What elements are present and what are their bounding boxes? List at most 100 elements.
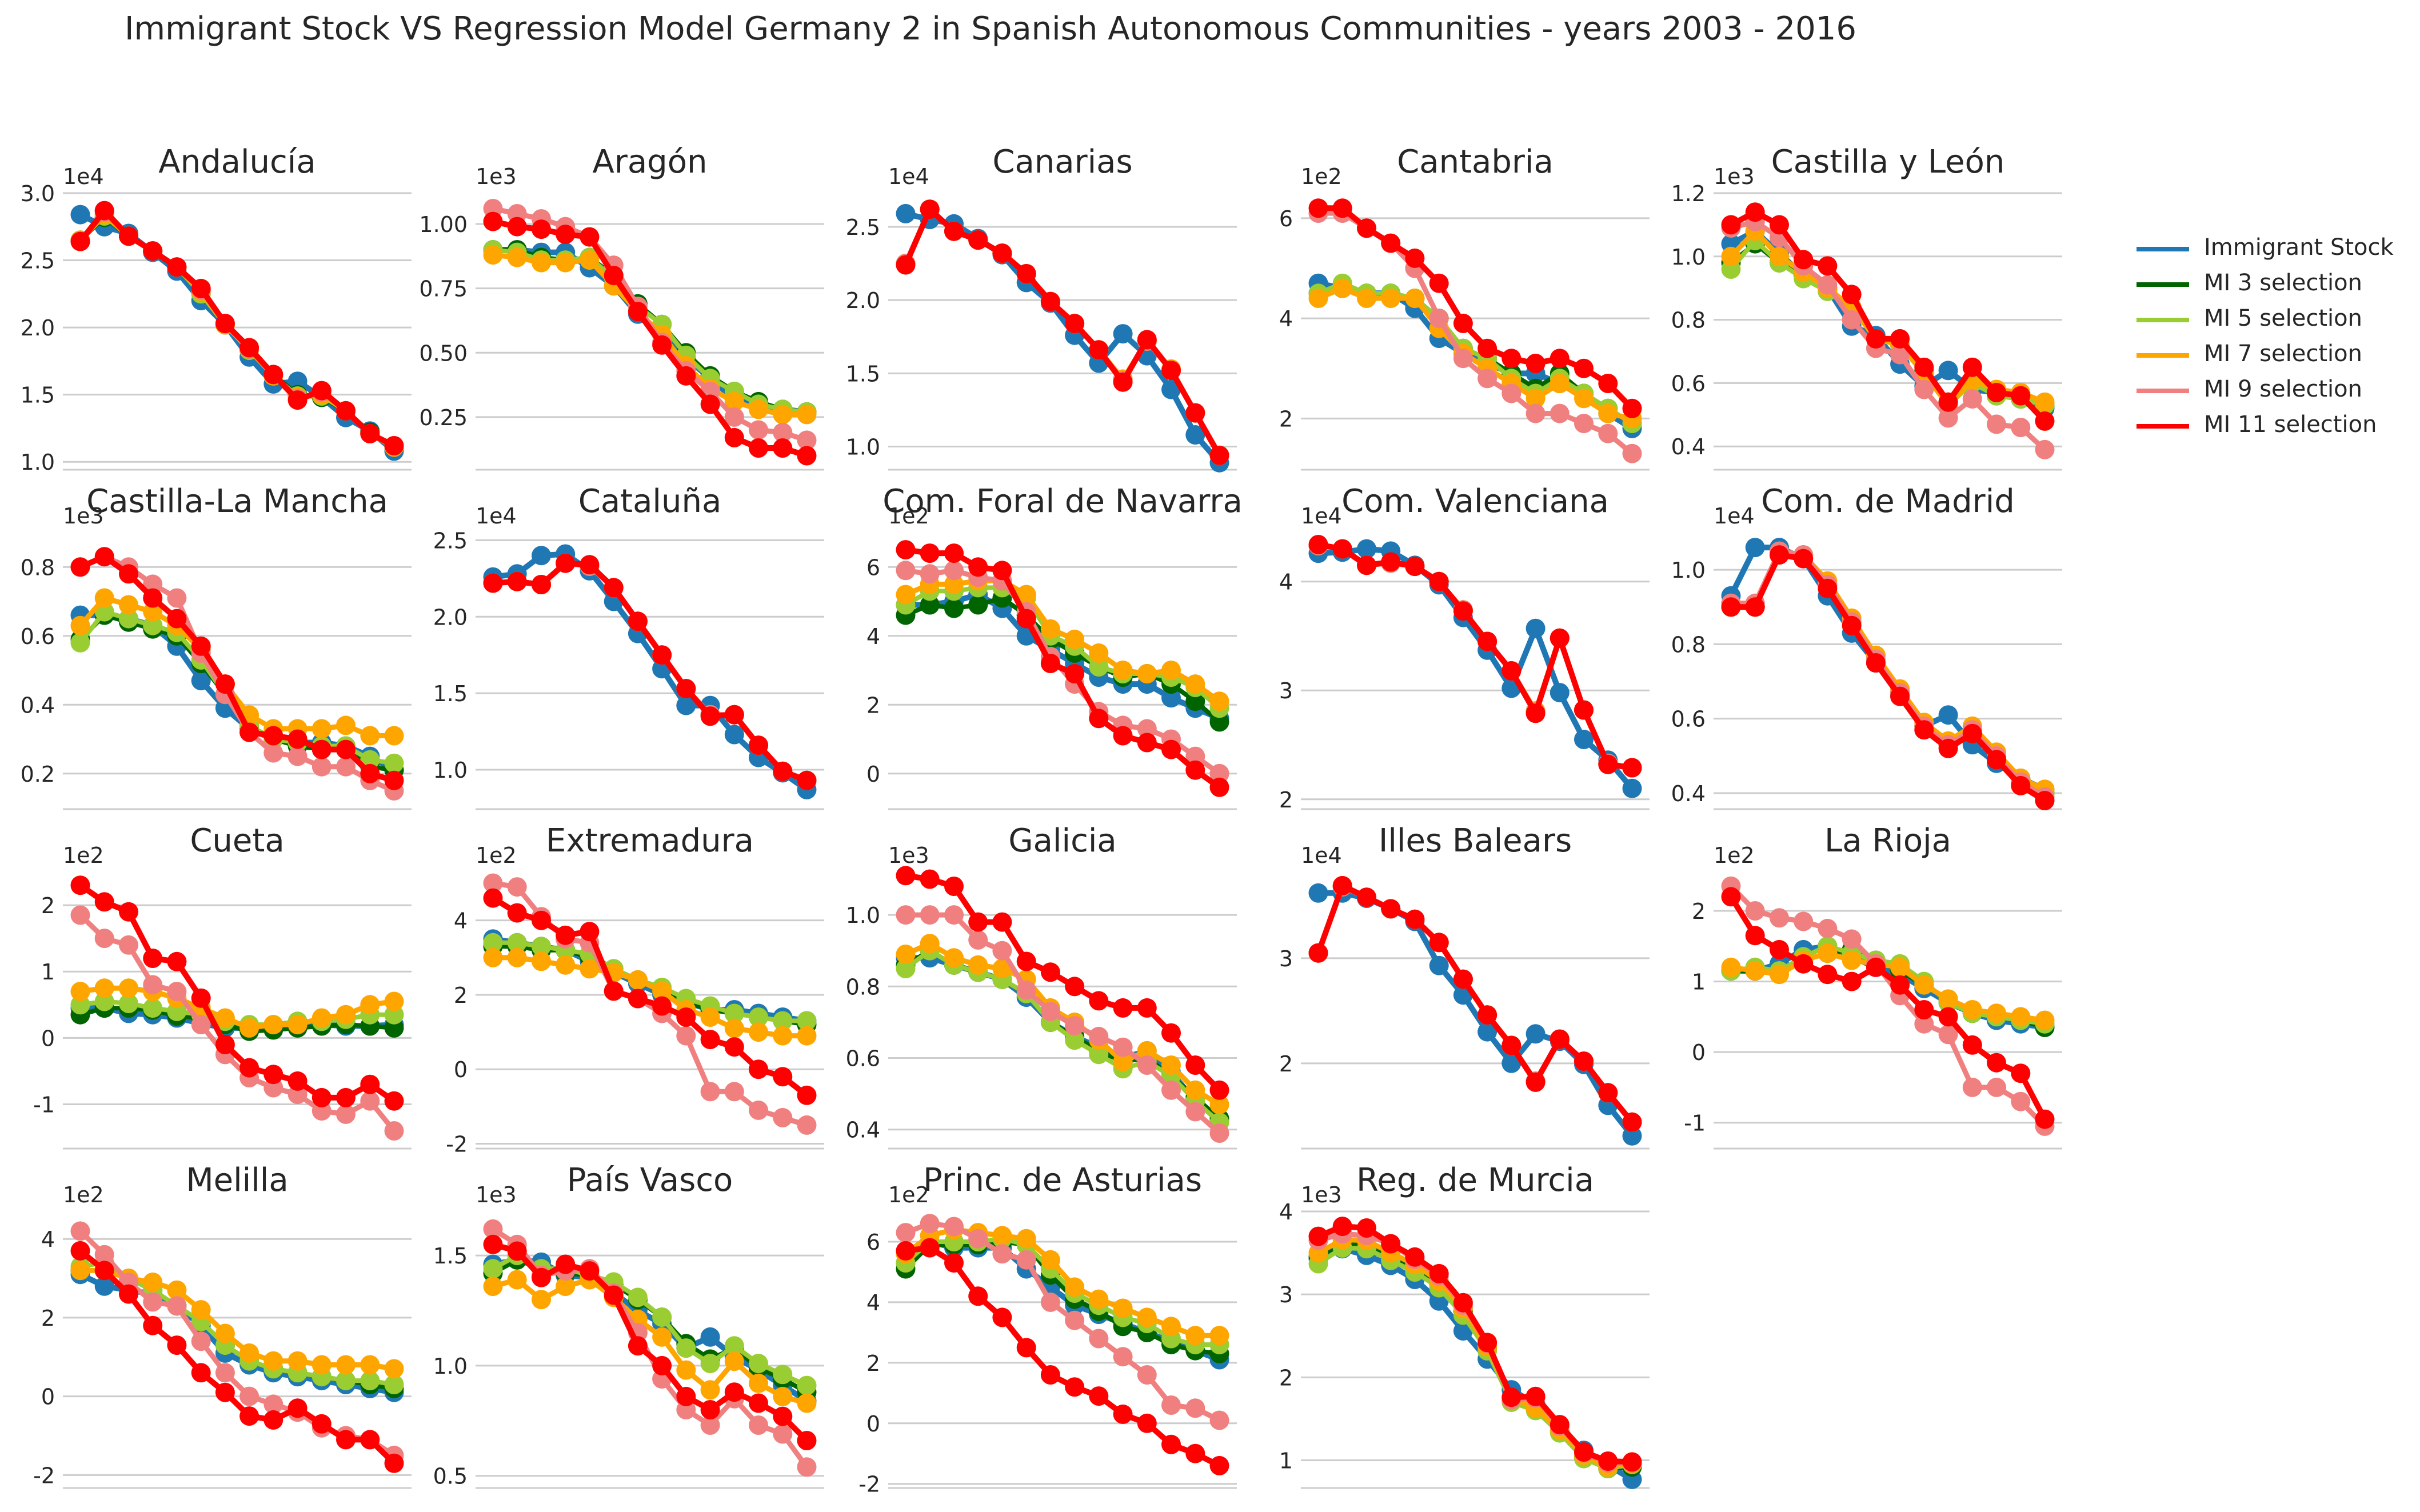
data-point: [1818, 275, 1838, 295]
data-point: [797, 405, 817, 425]
data-point: [1938, 989, 1958, 1009]
data-point: [968, 930, 988, 950]
data-point: [336, 715, 356, 735]
chart-title: Immigrant Stock VS Regression Model Germ…: [125, 10, 1856, 47]
data-point: [676, 1360, 696, 1380]
data-point: [1938, 705, 1958, 725]
data-point: [1209, 1326, 1229, 1346]
data-point: [700, 1007, 720, 1027]
y-tick-label: 2: [1692, 899, 1706, 924]
data-point: [532, 951, 551, 971]
series-mi-11-selection: [1308, 198, 1642, 418]
data-point: [336, 1087, 356, 1107]
data-point: [1818, 943, 1838, 963]
series-mi-11-selection: [483, 888, 817, 1105]
data-point: [312, 719, 332, 739]
data-point: [700, 1082, 720, 1102]
data-point: [1016, 1338, 1036, 1358]
legend-item-mi-9-selection: MI 9 selection: [2137, 376, 2420, 405]
data-point: [336, 757, 356, 777]
data-point: [1040, 1365, 1060, 1385]
data-point: [2011, 775, 2031, 795]
data-point: [1987, 1077, 2006, 1097]
data-point: [1598, 423, 1618, 443]
data-point: [797, 430, 817, 450]
data-point: [1161, 1080, 1181, 1100]
data-point: [1089, 1026, 1109, 1046]
data-point: [1065, 629, 1085, 649]
data-point: [1622, 778, 1642, 798]
legend-label: Immigrant Stock: [2204, 234, 2394, 261]
data-point: [119, 595, 138, 615]
data-point: [773, 1386, 793, 1406]
y-offset-label: 1e4: [1714, 503, 1755, 529]
y-tick-label: -2: [446, 1131, 468, 1157]
data-point: [1209, 1123, 1229, 1143]
data-point: [1137, 1365, 1157, 1385]
y-tick-label: 1.0: [433, 1354, 468, 1379]
data-point: [968, 955, 988, 975]
series-line: [1315, 890, 1635, 1139]
data-point: [1477, 338, 1497, 358]
data-point: [1137, 1307, 1157, 1327]
data-point: [724, 1336, 744, 1356]
y-tick-label: 0.50: [419, 341, 468, 366]
data-point: [70, 633, 90, 653]
data-point: [312, 739, 332, 759]
data-point: [1357, 539, 1376, 559]
data-point: [287, 390, 308, 410]
data-point: [1113, 1404, 1133, 1424]
data-point: [1938, 738, 1958, 758]
data-point: [1745, 538, 1765, 558]
data-point: [628, 611, 648, 631]
data-point: [167, 588, 187, 608]
panel-title: Andalucía: [158, 143, 316, 181]
y-tick-label: 0.5: [433, 1464, 468, 1489]
data-point: [1477, 369, 1497, 389]
data-point: [263, 1410, 283, 1430]
data-point: [94, 1245, 114, 1265]
data-point: [1598, 374, 1618, 393]
series-mi-5-selection: [483, 933, 817, 1031]
data-point: [992, 243, 1012, 263]
y-tick-label: 1.5: [433, 1243, 468, 1269]
data-point: [652, 1355, 672, 1375]
data-point: [1089, 991, 1109, 1011]
data-point: [70, 875, 90, 895]
data-point: [94, 588, 114, 608]
series-mi-11-selection: [1308, 1217, 1642, 1472]
data-point: [797, 1393, 817, 1413]
series-mi-5-selection: [896, 199, 1229, 465]
data-point: [724, 1382, 744, 1402]
data-point: [1598, 1083, 1618, 1103]
data-point: [1914, 357, 1934, 377]
data-point: [384, 770, 404, 790]
y-tick-label: 2: [1279, 1051, 1293, 1077]
data-point: [700, 1415, 720, 1435]
data-point: [287, 1071, 308, 1091]
data-point: [384, 753, 404, 773]
data-point: [724, 1037, 744, 1057]
data-point: [263, 1351, 283, 1371]
data-point: [1501, 1387, 1522, 1407]
y-tick-label: 4: [454, 909, 468, 934]
data-point: [1526, 403, 1546, 423]
data-point: [263, 743, 283, 763]
data-point: [1089, 1289, 1109, 1309]
data-point: [1137, 733, 1157, 753]
data-point: [1453, 1293, 1473, 1313]
data-point: [532, 253, 551, 273]
data-point: [336, 1104, 356, 1124]
data-point: [749, 438, 768, 458]
data-point: [773, 1107, 793, 1127]
data-point: [580, 250, 600, 270]
legend-item-mi-7-selection: MI 7 selection: [2137, 341, 2420, 369]
y-tick-label: 0.8: [846, 974, 880, 999]
data-point: [992, 1307, 1012, 1327]
data-point: [1818, 965, 1838, 985]
data-point: [944, 561, 964, 581]
panel-com-valenciana: 2 3 4 1e4 Com. Valenciana: [1279, 483, 1650, 813]
data-point: [652, 335, 672, 355]
data-point: [1357, 555, 1376, 575]
